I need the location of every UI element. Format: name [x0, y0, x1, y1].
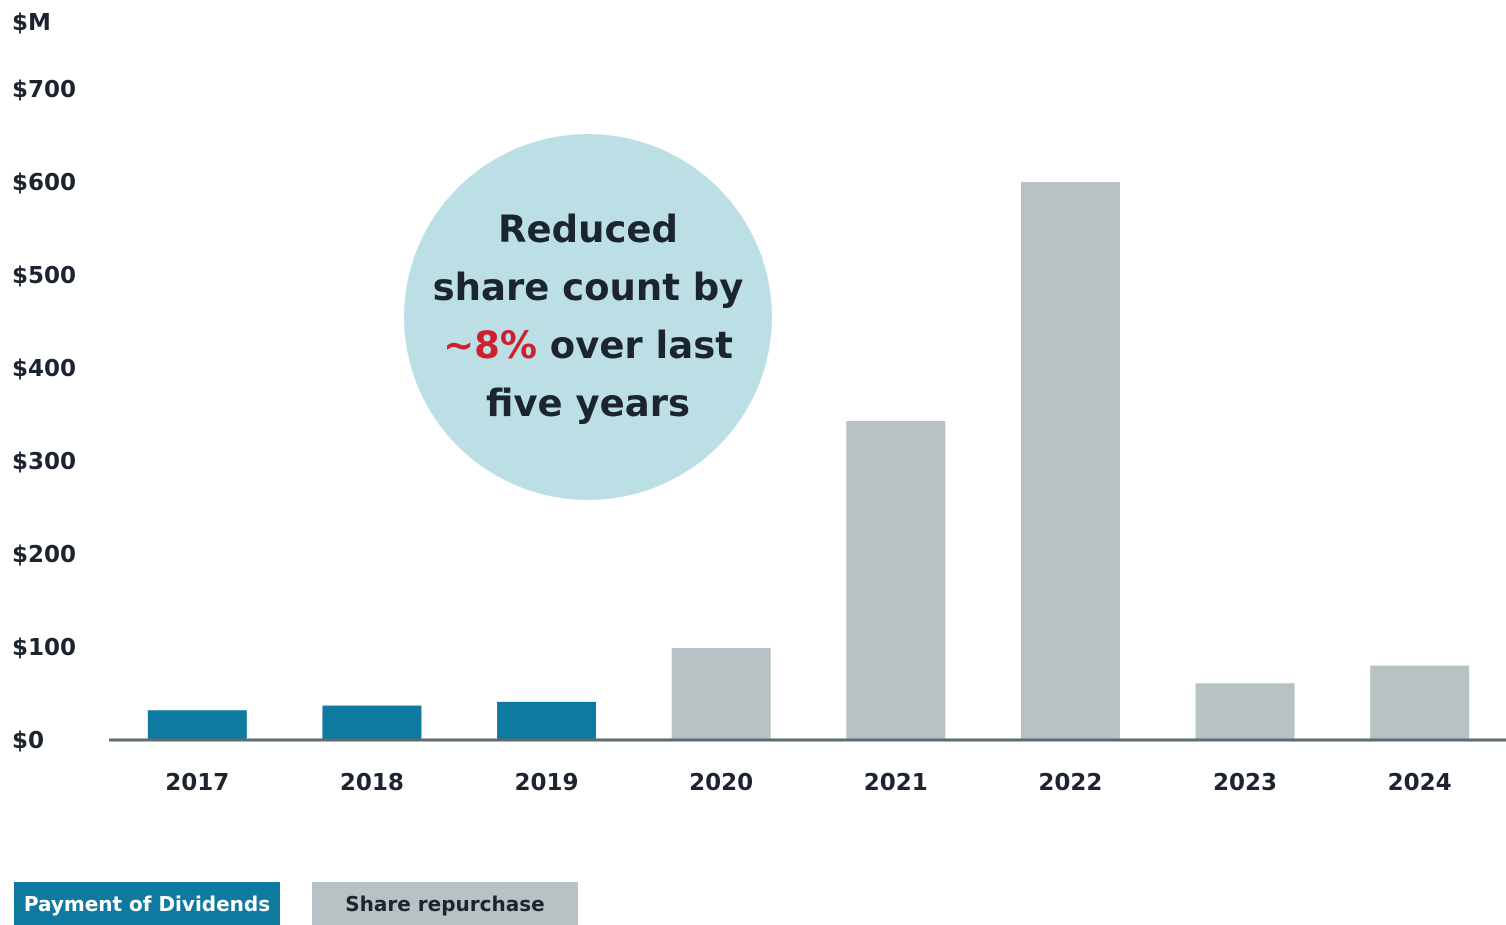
x-axis-ticks: 2017 2018 2019 2020 2021 2022 2023 2024 — [165, 770, 1451, 796]
bar-dividends — [147, 710, 247, 740]
y-axis-ticks: $0 $100 $200 $300 $400 $500 $600 $700 — [12, 77, 76, 754]
y-axis-unit-label: $M — [12, 10, 51, 36]
callout-line-3-rest: over last — [536, 324, 733, 367]
legend-label-dividends: Payment of Dividends — [23, 891, 271, 916]
legend-item-dividends: Payment of Dividends — [14, 882, 280, 925]
y-tick-label: $600 — [12, 170, 76, 196]
legend-item-share-repurchase: Share repurchase — [312, 882, 578, 925]
x-tick-label: 2018 — [340, 770, 404, 796]
x-tick-label: 2022 — [1038, 770, 1102, 796]
callout-line-1: Reduced — [498, 208, 678, 251]
callout-line-2: share count by — [432, 266, 744, 309]
bars — [147, 182, 1470, 740]
callout-highlight: ~8% — [443, 324, 537, 367]
x-tick-label: 2021 — [864, 770, 928, 796]
y-tick-label: $400 — [12, 356, 76, 382]
callout-line-3: ~8% over last — [443, 317, 733, 375]
y-tick-label: $500 — [12, 263, 76, 289]
x-tick-label: 2024 — [1388, 770, 1452, 796]
x-tick-label: 2023 — [1213, 770, 1277, 796]
bar-share-repurchase — [1195, 683, 1295, 740]
bar-share-repurchase — [1370, 665, 1470, 740]
x-tick-label: 2019 — [515, 770, 579, 796]
y-tick-label: $0 — [12, 728, 44, 754]
share-count-callout: Reduced share count by ~8% over last fiv… — [404, 134, 772, 500]
y-tick-label: $200 — [12, 542, 76, 568]
bar-dividends — [322, 705, 422, 740]
x-tick-label: 2020 — [689, 770, 753, 796]
y-tick-label: $100 — [12, 635, 76, 661]
x-tick-label: 2017 — [165, 770, 229, 796]
bar-share-repurchase — [846, 421, 946, 740]
bar-share-repurchase — [1020, 182, 1120, 740]
bar-dividends — [497, 701, 597, 740]
y-tick-label: $700 — [12, 77, 76, 103]
bar-share-repurchase — [671, 647, 771, 740]
y-tick-label: $300 — [12, 449, 76, 475]
callout-line-4: five years — [486, 382, 690, 425]
legend-label-share-repurchase: Share repurchase — [345, 891, 545, 916]
